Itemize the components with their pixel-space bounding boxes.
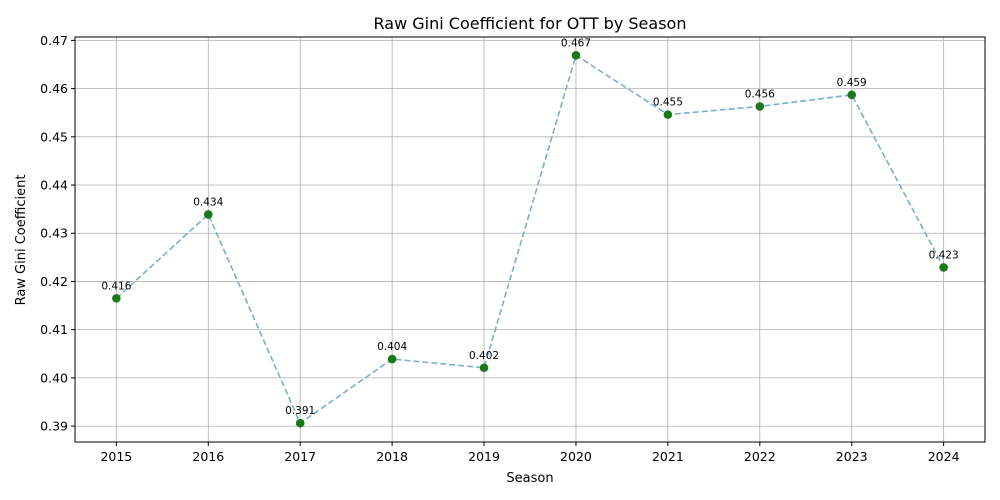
data-point: [939, 263, 948, 272]
data-point: [112, 294, 121, 303]
x-tick-label: 2021: [652, 449, 684, 464]
data-label: 0.402: [469, 350, 499, 362]
chart-title: Raw Gini Coefficient for OTT by Season: [374, 14, 687, 33]
data-label: 0.391: [285, 405, 315, 417]
y-tick-label: 0.44: [40, 178, 68, 193]
y-tick-label: 0.41: [40, 322, 68, 337]
x-tick-label: 2015: [100, 449, 132, 464]
data-point: [479, 363, 489, 373]
data-label: 0.416: [101, 280, 131, 292]
x-tick-label: 2016: [192, 449, 224, 464]
series-line: [115, 54, 945, 425]
x-tick-label: 2020: [560, 449, 592, 464]
x-tick-label: 2018: [376, 449, 408, 464]
x-tick-label: 2017: [284, 449, 316, 464]
axis-ticks: 2015 2016 2017 2018 2019 2020 2021 2022 2023 2024…: [40, 33, 959, 464]
data-label: 0.434: [193, 196, 223, 208]
data-point: [755, 102, 765, 111]
data-label: 0.423: [929, 249, 959, 261]
data-label: 0.456: [745, 88, 775, 100]
data-point: [663, 110, 673, 119]
y-tick-label: 0.43: [40, 226, 68, 241]
data-point: [295, 418, 305, 428]
y-tick-label: 0.40: [40, 370, 68, 385]
x-tick-label: 2023: [836, 449, 868, 464]
series-layer: 0.416 0.434 0.391 0.404 0.402 0.467 0.455 0.456…: [101, 37, 959, 428]
data-point: [847, 90, 857, 100]
plot-area-frame: [74, 36, 986, 443]
data-label: 0.455: [653, 97, 683, 109]
x-tick-label: 2019: [468, 449, 500, 464]
data-label: 0.459: [837, 77, 867, 89]
y-tick-label: 0.47: [40, 33, 68, 48]
x-axis-label: Season: [506, 471, 553, 486]
y-tick-label: 0.39: [40, 419, 68, 434]
y-axis-label: Raw Gini Coefficient: [14, 175, 29, 306]
data-label: 0.404: [377, 341, 407, 353]
data-point: [387, 354, 397, 364]
data-point: [571, 51, 581, 60]
data-point: [203, 210, 213, 219]
x-tick-label: 2022: [744, 449, 776, 464]
x-tick-label: 2024: [928, 449, 960, 464]
y-tick-label: 0.42: [40, 274, 68, 289]
y-tick-label: 0.46: [40, 81, 68, 96]
grid-lines: [75, 37, 985, 442]
y-tick-label: 0.45: [40, 129, 68, 144]
data-label: 0.467: [561, 37, 591, 49]
